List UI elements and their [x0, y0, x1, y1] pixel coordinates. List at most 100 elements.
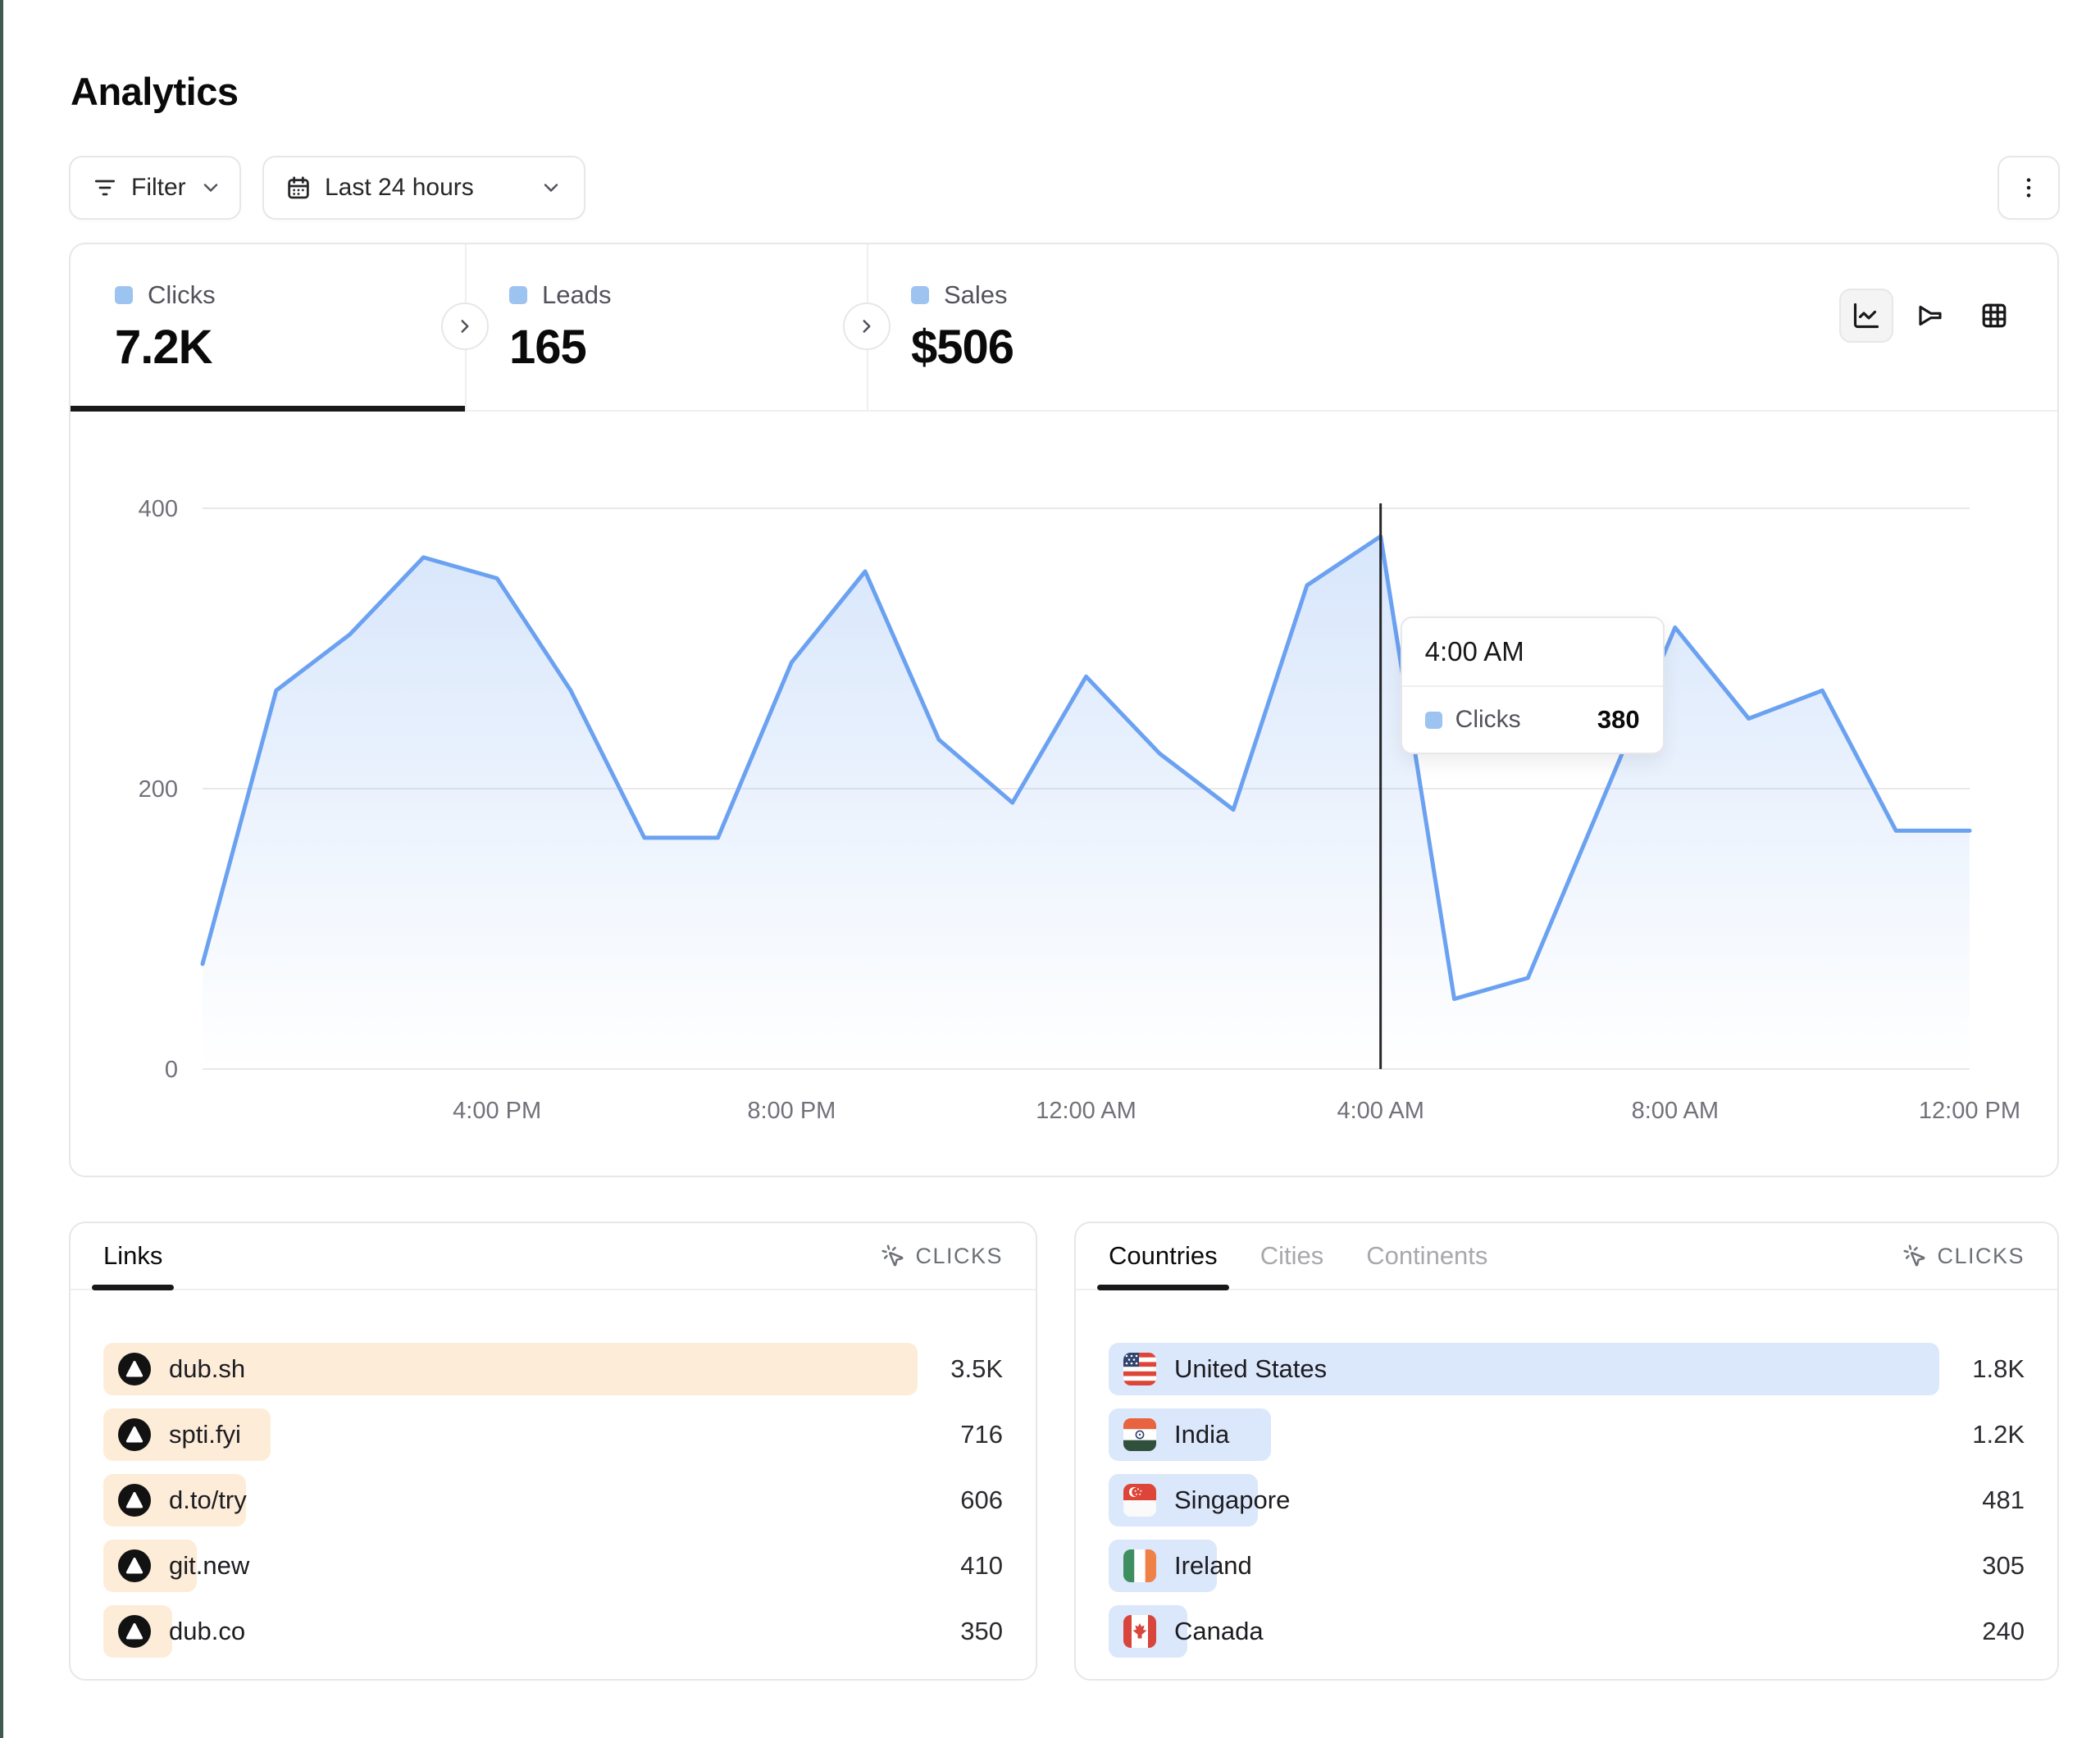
tab-cities[interactable]: Cities [1260, 1223, 1324, 1289]
row-value: 305 [1982, 1551, 2025, 1580]
metric-tab-clicks[interactable]: Clicks 7.2K [71, 244, 465, 412]
row-label: git.new [169, 1551, 250, 1580]
row-label: d.to/try [169, 1485, 247, 1514]
active-tab-underline [92, 1285, 175, 1290]
table-view-button[interactable] [1967, 289, 2021, 343]
metric-header-label: CLICKS [1937, 1243, 2025, 1268]
tab-links[interactable]: Links [92, 1223, 175, 1290]
tooltip-time: 4:00 AM [1401, 618, 1663, 687]
row-bar-area: Ireland [1109, 1540, 1939, 1592]
row-value: 606 [960, 1485, 1003, 1514]
row-bar-area: dub.sh [103, 1343, 918, 1395]
row-bar [1109, 1343, 1939, 1395]
table-row[interactable]: spti.fyi 716 [103, 1408, 1003, 1461]
metric-tab-leads[interactable]: Leads 165 [465, 244, 867, 410]
countries-panel-header: Countries Cities Continents CLICKS [1076, 1223, 2057, 1290]
table-row[interactable]: Singapore 481 [1109, 1474, 2025, 1526]
table-row[interactable]: git.new 410 [103, 1540, 1003, 1592]
table-row[interactable]: Canada 240 [1109, 1605, 2025, 1658]
row-bar-area: Singapore [1109, 1474, 1939, 1526]
dub-logo-icon [118, 1484, 151, 1517]
row-value: 481 [1982, 1485, 2025, 1514]
row-value: 1.2K [1972, 1420, 2025, 1449]
more-menu-button[interactable] [1998, 156, 2060, 220]
chart-tooltip: 4:00 AM Clicks 380 [1400, 616, 1665, 754]
tab-label: Cities [1260, 1241, 1324, 1270]
row-value: 3.5K [950, 1354, 1003, 1383]
row-value: 410 [960, 1551, 1003, 1580]
x-axis-label: 8:00 PM [747, 1098, 836, 1124]
table-row[interactable]: dub.co 350 [103, 1605, 1003, 1658]
row-label: United States [1174, 1354, 1328, 1383]
filter-icon [92, 175, 118, 201]
row-bar-area: dub.co [103, 1605, 918, 1658]
dub-logo-icon [118, 1615, 151, 1648]
row-bar [103, 1343, 918, 1395]
clicks-chart-region[interactable]: 0 200 400 4:00 PM 8:00 PM 12:00 AM 4:00 AM 8:00… [71, 412, 2057, 1176]
page-title: Analytics [71, 70, 239, 113]
row-label: spti.fyi [169, 1420, 241, 1449]
metric-label: Leads [542, 280, 612, 309]
row-label: Ireland [1174, 1551, 1252, 1580]
table-row[interactable]: dub.sh 3.5K [103, 1343, 1003, 1395]
row-bar-area: United States [1109, 1343, 1939, 1395]
row-label: dub.sh [169, 1354, 246, 1383]
chart-line-icon [1853, 303, 1879, 329]
metric-header-label: CLICKS [915, 1243, 1003, 1268]
chevron-right-icon [863, 320, 871, 333]
table-row[interactable]: United States 1.8K [1109, 1343, 2025, 1395]
analytics-area-chart[interactable]: 0 200 400 4:00 PM 8:00 PM 12:00 AM 4:00 AM 8:00… [71, 412, 2057, 1176]
metric-tab-sales[interactable]: Sales $506 [867, 244, 1269, 410]
date-range-button[interactable]: Last 24 hours [262, 156, 585, 220]
row-label: Canada [1174, 1617, 1264, 1645]
dub-logo-icon [118, 1549, 151, 1582]
x-axis-label: 4:00 AM [1337, 1098, 1424, 1124]
metric-label: Sales [944, 280, 1008, 309]
links-panel-header: Links CLICKS [71, 1223, 1036, 1290]
x-axis-label: 4:00 PM [453, 1098, 541, 1124]
analytics-card: Clicks 7.2K Leads 165 Sales $506 [69, 243, 2059, 1177]
row-label: India [1174, 1420, 1230, 1449]
row-bar-area: git.new [103, 1540, 918, 1592]
x-axis-label: 12:00 AM [1036, 1098, 1137, 1124]
flag-sg-icon [1123, 1484, 1156, 1517]
table-row[interactable]: d.to/try 606 [103, 1474, 1003, 1526]
row-bar-area: Canada [1109, 1605, 1939, 1658]
metric-value: 7.2K [115, 321, 213, 374]
tab-continents[interactable]: Continents [1366, 1223, 1487, 1289]
x-axis-label: 8:00 AM [1632, 1098, 1719, 1124]
funnel-chart-view-button[interactable] [1903, 289, 1957, 343]
chevron-down-icon [540, 176, 563, 199]
next-metric-button[interactable] [843, 303, 891, 350]
mouse-pointer-click-icon [881, 1244, 905, 1268]
row-bar-area: spti.fyi [103, 1408, 918, 1461]
dub-logo-icon [118, 1353, 151, 1385]
row-label: Singapore [1174, 1485, 1291, 1514]
legend-square-icon [911, 286, 929, 304]
chevron-down-icon [199, 176, 222, 199]
clicks-metric-header[interactable]: CLICKS [1902, 1244, 2025, 1269]
table-row[interactable]: India 1.2K [1109, 1408, 2025, 1461]
y-axis-label: 0 [165, 1057, 178, 1083]
line-chart-view-button[interactable] [1839, 289, 1893, 343]
flag-ie-icon [1123, 1549, 1156, 1582]
metric-value: 165 [509, 321, 587, 374]
filter-button[interactable]: Filter [69, 156, 241, 220]
y-axis-label: 200 [139, 776, 178, 803]
filter-button-label: Filter [131, 174, 186, 201]
table-row[interactable]: Ireland 305 [1109, 1540, 2025, 1592]
area-fill [203, 536, 1970, 1069]
links-panel: Links CLICKS dub.sh 3.5K [69, 1222, 1037, 1681]
tab-countries[interactable]: Countries [1097, 1223, 1229, 1290]
clicks-metric-header[interactable]: CLICKS [881, 1244, 1003, 1269]
metric-label: Clicks [148, 280, 216, 309]
metric-tabs-row: Clicks 7.2K Leads 165 Sales $506 [71, 244, 2057, 412]
tooltip-value: 380 [1597, 705, 1640, 734]
y-axis-label: 400 [139, 496, 178, 522]
countries-panel: Countries Cities Continents CLICKS Unite… [1074, 1222, 2059, 1681]
row-label: dub.co [169, 1617, 246, 1645]
tab-label: Countries [1109, 1241, 1218, 1270]
next-metric-button[interactable] [441, 303, 489, 350]
metric-value: $506 [911, 321, 1014, 374]
active-tab-underline [1097, 1285, 1229, 1290]
